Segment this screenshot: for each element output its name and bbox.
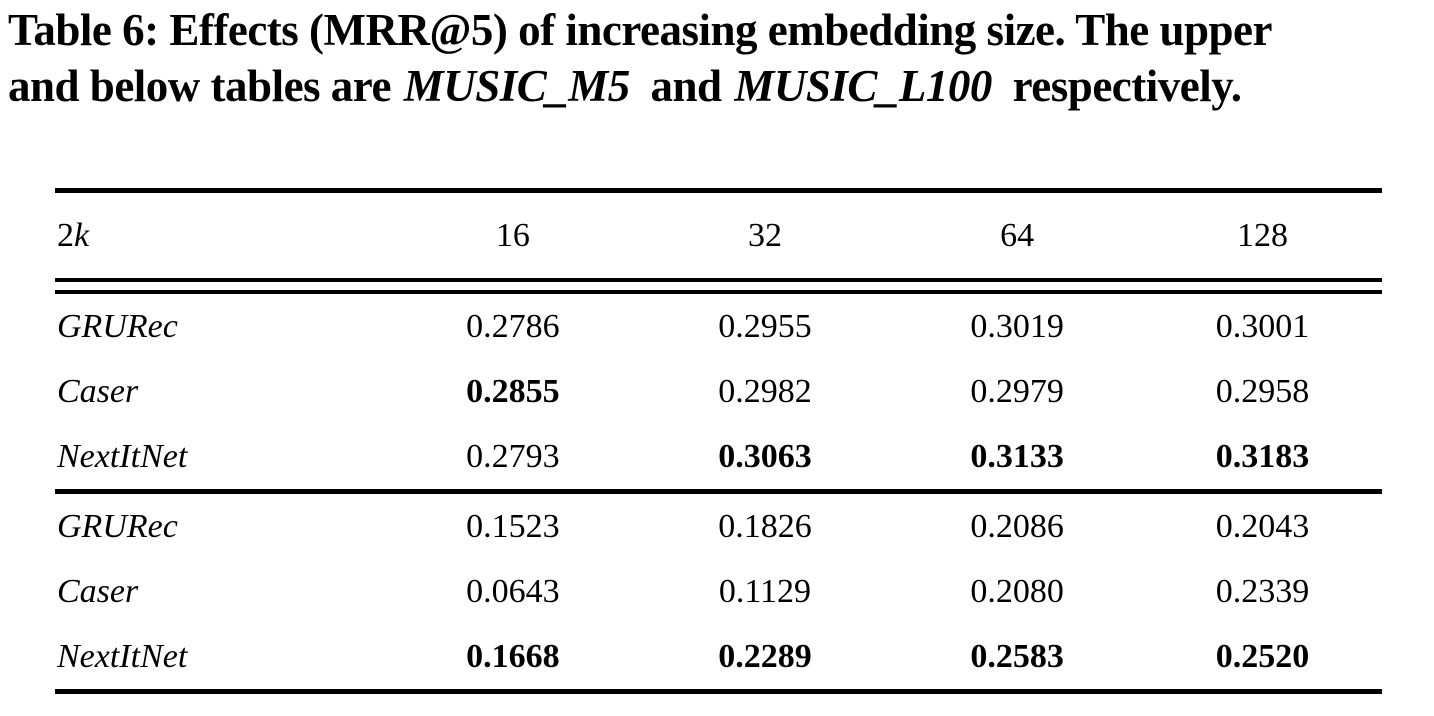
metric-value: 0.1826 [718,507,812,545]
model-name: NextItNet [57,637,188,675]
metric-value: 0.2043 [1215,507,1310,545]
table-row: GRURec 0.2786 0.2955 0.3019 0.3001 [55,294,1382,359]
metric-value: 0.2086 [970,507,1064,545]
metric-value: 0.1523 [466,507,560,545]
metric-value: 0.2520 [1215,637,1310,675]
section-divider-rule [55,489,1382,494]
model-name: Caser [57,572,139,610]
metric-value: 0.2955 [718,307,812,345]
metric-value: 0.3133 [970,437,1064,475]
metric-value: 0.2080 [970,572,1064,610]
dataset-name-music-l100: MUSIC_L100 [734,61,992,111]
caption-text: and below tables are [8,61,391,111]
caption-text: respectively. [1001,61,1242,111]
table-row: NextItNet 0.2793 0.3063 0.3133 0.3183 [55,424,1382,489]
metric-value: 0.2855 [466,372,560,410]
caption-text: Effects (MRR@5) of increasing embedding … [158,5,1272,55]
table-header-row: 2k 16 32 64 128 [55,193,1382,278]
metric-value: 0.0643 [466,572,560,610]
model-name: GRURec [57,307,178,345]
metric-value: 0.1668 [466,637,560,675]
caption-line-2: and below tables are MUSIC_M5 and MUSIC_… [8,58,1432,114]
model-name: NextItNet [57,437,188,475]
metric-value: 0.2979 [970,372,1064,410]
table-row: Caser 0.2855 0.2982 0.2979 0.2958 [55,359,1382,424]
metric-value: 0.2339 [1215,572,1310,610]
metric-value: 0.2958 [1215,372,1310,410]
dataset-name-music-m5: MUSIC_M5 [403,61,631,111]
metric-value: 0.1129 [718,572,812,610]
corner-symbol: k [74,216,90,254]
column-header-16: 16 [495,216,530,254]
metric-value: 0.2583 [970,637,1064,675]
results-table: 2k 16 32 64 128 GRURec 0.2786 0.2955 0.3… [55,188,1382,694]
metric-value: 0.2982 [718,372,812,410]
column-header-32: 32 [747,216,782,254]
metric-value: 0.3183 [1215,437,1310,475]
table-row: GRURec 0.1523 0.1826 0.2086 0.2043 [55,494,1382,559]
caption-table-number: Table 6: [8,5,159,55]
metric-value: 0.2289 [718,637,812,675]
table-row: Caser 0.0643 0.1129 0.2080 0.2339 [55,559,1382,624]
metric-value: 0.3019 [970,307,1064,345]
metric-value: 0.3001 [1215,307,1310,345]
corner-prefix: 2 [57,216,74,254]
table-top-rule [55,188,1382,193]
header-corner-2k: 2k [55,217,387,255]
column-header-64: 64 [1000,216,1035,254]
table-row: NextItNet 0.1668 0.2289 0.2583 0.2520 [55,624,1382,689]
metric-value: 0.2793 [466,437,560,475]
column-header-128: 128 [1237,216,1289,254]
table-bottom-rule [55,689,1382,694]
caption-line-1: Table 6: Effects (MRR@5) of increasing e… [8,2,1432,58]
header-double-rule [55,278,1382,294]
caption-text: and [639,61,723,111]
metric-value: 0.2786 [466,307,560,345]
metric-value: 0.3063 [718,437,812,475]
model-name: GRURec [57,507,178,545]
model-name: Caser [57,372,139,410]
table-caption: Table 6: Effects (MRR@5) of increasing e… [8,2,1432,114]
